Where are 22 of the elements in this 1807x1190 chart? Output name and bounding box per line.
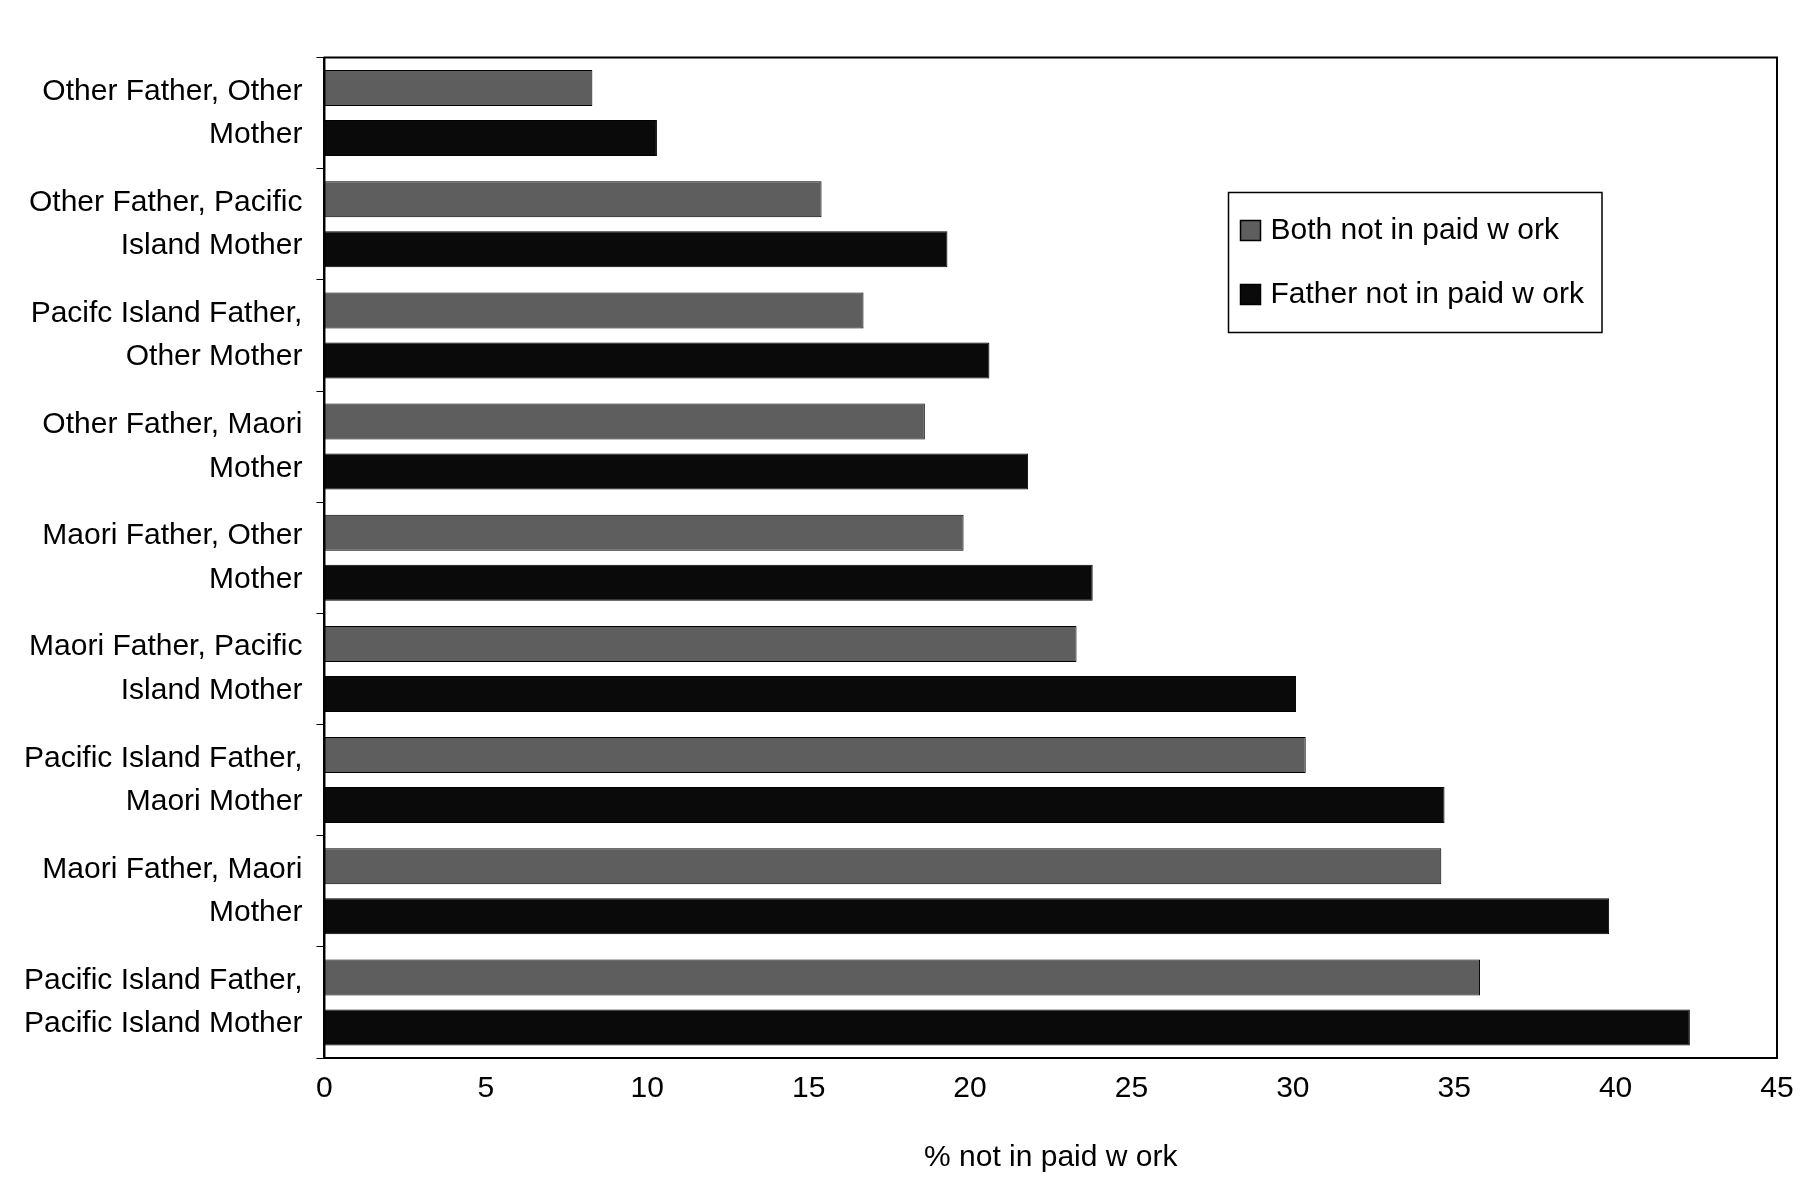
y-tick-label: Maori Father, Pacific Island Mother <box>29 628 303 705</box>
x-tick-label: 10 <box>630 1070 664 1104</box>
x-tick-label: 5 <box>477 1070 495 1104</box>
x-tick-label: 25 <box>1114 1070 1149 1104</box>
y-tick-label: Other Father, Maori Mother <box>42 406 303 483</box>
x-tick-label: 0 <box>316 1070 333 1104</box>
y-tick-label: Maori Father, Maori Mother <box>42 850 303 928</box>
y-tick-label: Other Father, Pacific Island Mother <box>29 183 303 261</box>
legend-label: Both not in paid w ork <box>1270 211 1561 245</box>
y-tick-label: Other Father, Other Mother <box>42 72 303 150</box>
legend-label: Father not in paid w ork <box>1270 275 1585 309</box>
x-tick-label: 15 <box>791 1070 826 1104</box>
y-tick-label: Pacific Island Father, Maori Mother <box>24 739 303 817</box>
x-tick-label: 45 <box>1760 1070 1794 1104</box>
y-tick-label: Pacifc Island Father, Other Mother <box>30 294 303 372</box>
x-tick-label: 40 <box>1598 1070 1633 1104</box>
x-tick-label: 35 <box>1437 1070 1471 1104</box>
y-tick-label: Pacific Island Father, Pacific Island Mother <box>24 961 303 1039</box>
y-tick-label: Maori Father, Other Mother <box>42 517 303 594</box>
x-axis-title: % not in paid w ork <box>924 1139 1179 1173</box>
x-tick-label: 30 <box>1276 1070 1310 1104</box>
x-tick-label: 20 <box>953 1070 987 1104</box>
